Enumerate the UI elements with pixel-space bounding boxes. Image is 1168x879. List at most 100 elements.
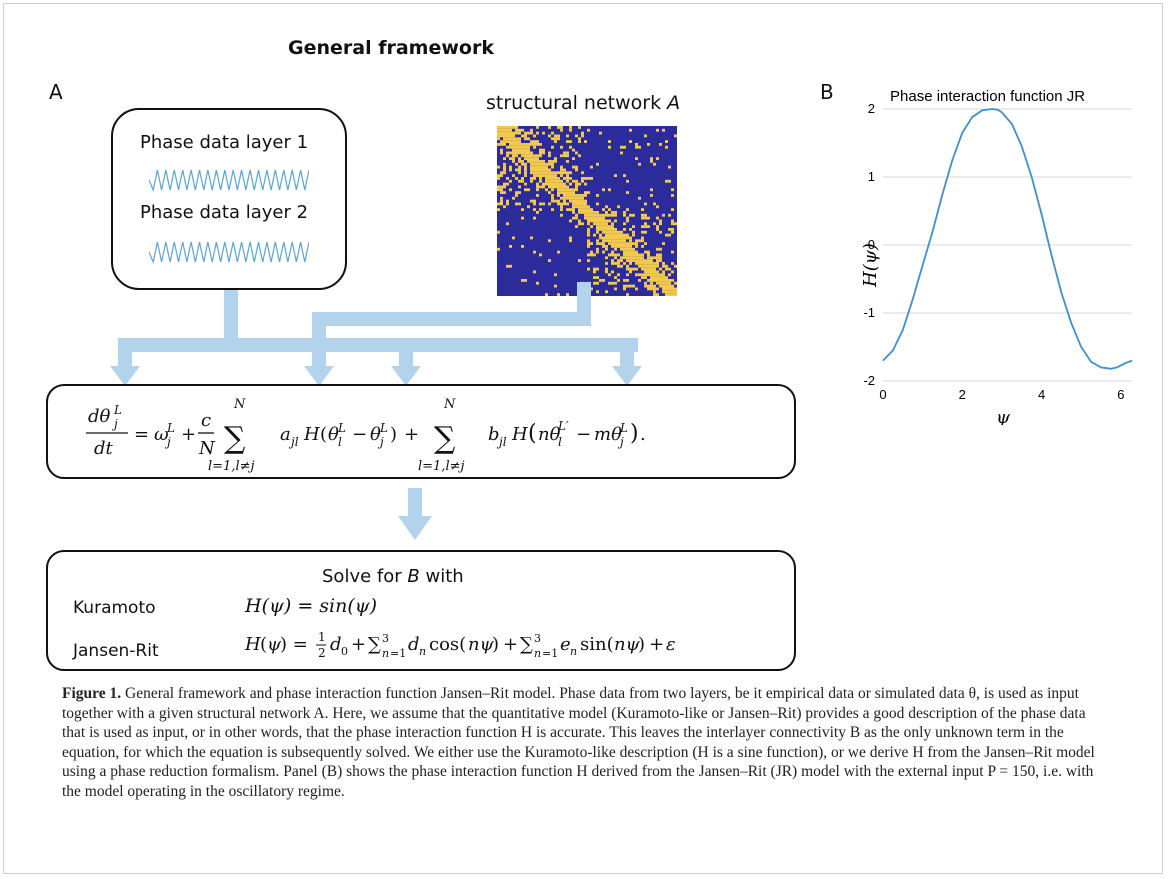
equation-box: dθ j L dt = ω j L + c N N ∑ l=1,l≠j a jl… — [46, 384, 796, 479]
matrix-cell — [584, 140, 587, 143]
matrix-cell — [512, 140, 515, 143]
matrix-cell — [551, 165, 554, 169]
matrix-cell — [524, 171, 527, 175]
matrix-cell — [542, 162, 545, 166]
matrix-cell — [521, 160, 524, 163]
matrix-cell — [521, 148, 524, 152]
matrix-cell — [650, 273, 653, 277]
matrix-cell — [500, 128, 503, 132]
matrix-cell — [593, 211, 596, 214]
matrix-cell — [575, 205, 578, 209]
matrix-cell — [626, 279, 629, 282]
matrix-cell — [521, 162, 524, 166]
matrix-cell — [611, 262, 614, 265]
matrix-cell — [644, 242, 647, 245]
svg-text:) =: ) = — [280, 634, 308, 655]
matrix-cell — [518, 137, 521, 141]
matrix-cell — [548, 160, 551, 163]
matrix-cell — [602, 213, 605, 217]
matrix-cell — [521, 179, 524, 183]
matrix-cell — [569, 219, 572, 223]
matrix-cell — [542, 168, 545, 172]
svg-text:N: N — [198, 438, 216, 459]
matrix-cell — [572, 196, 575, 200]
matrix-cell — [518, 160, 521, 163]
phase-layer-2-wave — [149, 241, 309, 264]
matrix-cell — [506, 140, 509, 143]
matrix-cell — [497, 143, 500, 146]
matrix-cell — [509, 264, 512, 268]
matrix-cell — [515, 151, 518, 155]
matrix-cell — [617, 262, 620, 265]
matrix-cell — [536, 281, 539, 285]
svg-text:cos(: cos( — [429, 634, 466, 655]
matrix-cell — [500, 143, 503, 146]
matrix-cell — [596, 281, 599, 285]
matrix-cell — [596, 230, 599, 234]
matrix-cell — [653, 270, 656, 274]
matrix-cell — [500, 191, 503, 194]
matrix-cell — [635, 242, 638, 245]
svg-text:L: L — [166, 421, 175, 435]
matrix-cell — [566, 196, 569, 200]
matrix-cell — [506, 202, 509, 206]
matrix-cell — [533, 140, 536, 143]
matrix-cell — [512, 236, 515, 240]
matrix-cell — [560, 179, 563, 183]
matrix-cell — [497, 208, 500, 211]
matrix-cell — [575, 194, 578, 197]
matrix-cell — [524, 145, 527, 149]
matrix-cell — [626, 245, 629, 248]
matrix-cell — [536, 140, 539, 143]
matrix-cell — [662, 273, 665, 277]
matrix-cell — [671, 279, 674, 282]
matrix-cell — [638, 273, 641, 277]
svg-text:ε: ε — [666, 634, 676, 655]
matrix-cell — [560, 213, 563, 217]
matrix-cell — [509, 245, 512, 248]
matrix-cell — [638, 264, 641, 268]
matrix-cell — [542, 182, 545, 186]
matrix-cell — [509, 179, 512, 183]
matrix-cell — [629, 213, 632, 217]
matrix-cell — [617, 259, 620, 262]
matrix-cell — [506, 154, 509, 158]
matrix-cell — [548, 177, 551, 180]
matrix-cell — [503, 137, 506, 141]
matrix-cell — [623, 287, 626, 291]
svg-text:2: 2 — [318, 646, 326, 660]
matrix-cell — [509, 137, 512, 141]
matrix-cell — [539, 168, 542, 172]
matrix-cell — [638, 145, 641, 149]
matrix-cell — [626, 247, 629, 251]
matrix-cell — [518, 145, 521, 149]
matrix-cell — [575, 202, 578, 206]
matrix-cell — [602, 208, 605, 211]
matrix-cell — [563, 154, 566, 158]
matrix-cell — [647, 273, 650, 277]
matrix-cell — [584, 191, 587, 194]
matrix-cell — [644, 270, 647, 274]
matrix-cell — [503, 126, 506, 129]
matrix-cell — [518, 148, 521, 152]
matrix-cell — [617, 279, 620, 282]
matrix-cell — [521, 151, 524, 155]
matrix-cell — [560, 128, 563, 132]
matrix-cell — [551, 137, 554, 141]
phase-layer-1-wave — [149, 169, 309, 192]
matrix-cell — [554, 185, 557, 189]
matrix-cell — [671, 270, 674, 274]
matrix-cell — [578, 205, 581, 209]
matrix-cell — [497, 165, 500, 169]
matrix-cell — [584, 211, 587, 214]
matrix-cell — [629, 242, 632, 245]
matrix-cell — [668, 290, 671, 294]
matrix-cell — [515, 128, 518, 132]
matrix-cell — [578, 259, 581, 262]
svg-text:j: j — [377, 435, 384, 449]
matrix-cell — [626, 267, 629, 271]
matrix-cell — [659, 219, 662, 223]
matrix-cell — [620, 259, 623, 262]
matrix-cell — [548, 126, 551, 129]
svg-text:L: L — [337, 421, 346, 435]
